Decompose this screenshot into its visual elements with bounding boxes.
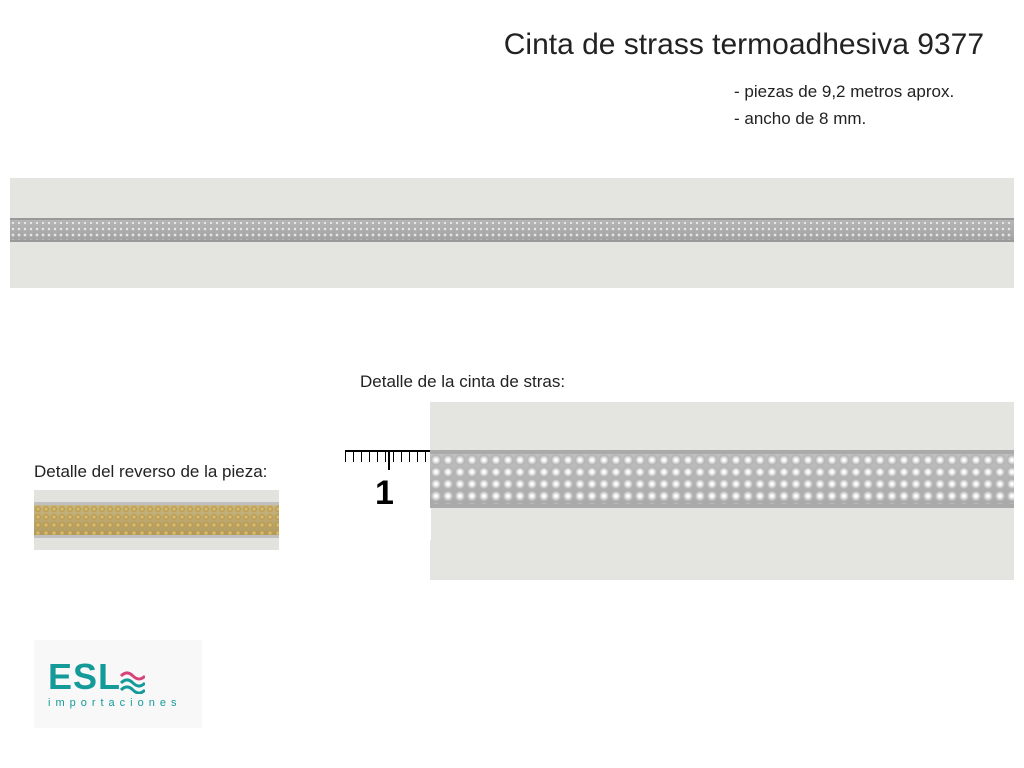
spec-line-2: - ancho de 8 mm.: [624, 105, 984, 132]
product-title: Cinta de strass termoadhesiva 9377: [504, 28, 984, 62]
rhinestone-strip-reverse: [34, 502, 279, 538]
brand-logo-text: ESL: [48, 659, 202, 695]
ruler-tick-major: [388, 450, 390, 470]
brand-name: ESL: [48, 659, 121, 695]
rhinestone-strip-full: [10, 218, 1014, 242]
ruler-number: 1: [375, 474, 394, 513]
brand-tagline: importaciones: [48, 697, 202, 709]
label-detail-reverse: Detalle del reverso de la pieza:: [34, 462, 267, 482]
label-detail-front: Detalle de la cinta de stras:: [360, 372, 565, 392]
spec-list: - piezas de 9,2 metros aprox. - ancho de…: [624, 78, 984, 132]
brand-wave-icon: [119, 664, 145, 690]
rhinestone-strip-detail: [430, 450, 1014, 508]
brand-logo-box: ESL importaciones: [34, 640, 202, 728]
ruler: 1: [345, 450, 431, 540]
spec-line-1: - piezas de 9,2 metros aprox.: [624, 78, 984, 105]
